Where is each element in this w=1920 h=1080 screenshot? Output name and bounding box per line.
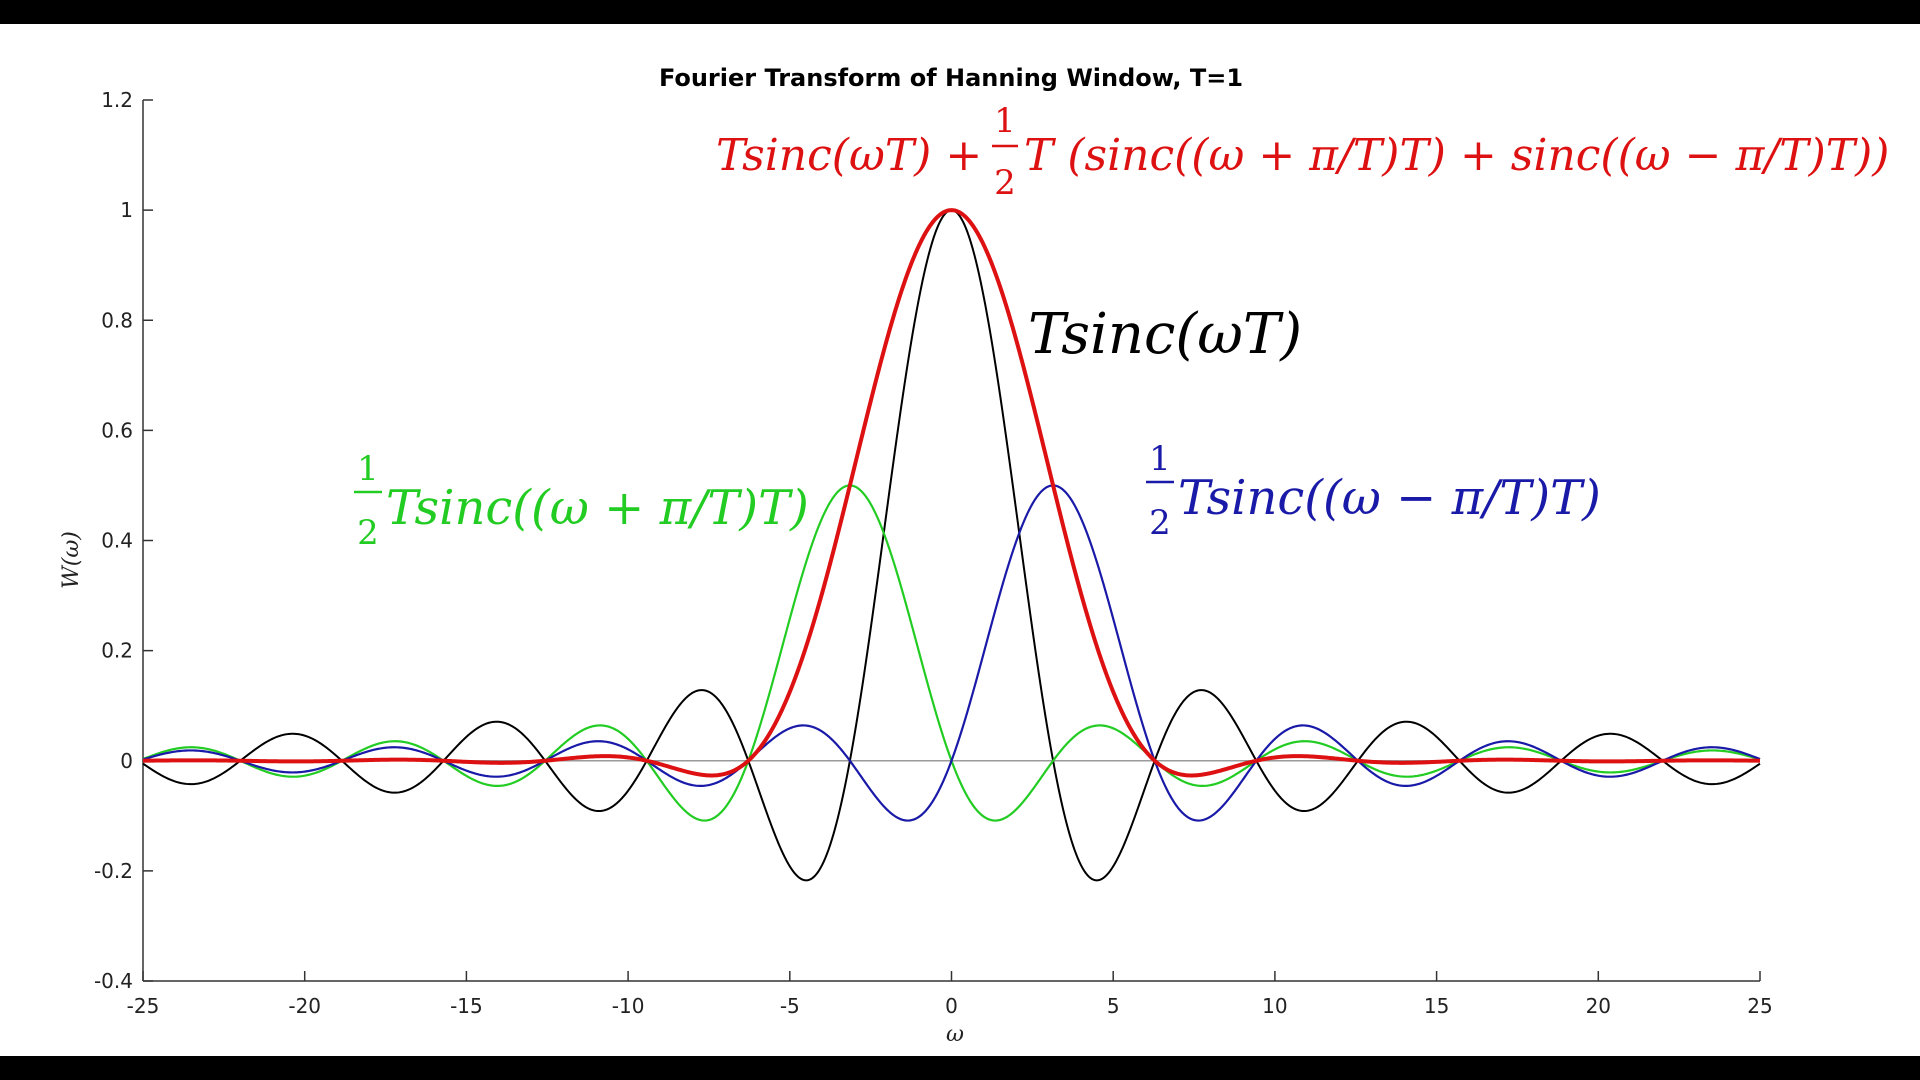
x-tick-label: -10 (612, 994, 645, 1018)
series-label-sinc-minus: 1 2 Tsinc((ω − π/T)T) (1146, 439, 1601, 543)
y-tick-label: -0.2 (94, 859, 133, 883)
svg-text:1: 1 (357, 449, 379, 489)
svg-text:Tsinc((ω + π/T)T): Tsinc((ω + π/T)T) (386, 480, 809, 536)
x-tick-label: -25 (127, 994, 160, 1018)
y-axis-ticks: 1.2 1 0.8 0.6 0.4 0.2 0 -0.2 -0.4 (94, 88, 153, 993)
svg-text:Tsinc((ω − π/T)T): Tsinc((ω − π/T)T) (1178, 470, 1601, 526)
x-axis-ticks: -25 -20 -15 -10 -5 0 5 10 15 20 25 (127, 971, 1773, 1018)
svg-text:2: 2 (1149, 503, 1171, 543)
x-axis-label: ω (946, 1022, 964, 1047)
y-tick-label: 0.8 (101, 308, 133, 332)
chart-title: Fourier Transform of Hanning Window, T=1 (659, 64, 1243, 92)
svg-text:T (sinc((ω + π/T)T) + sinc((ω: T (sinc((ω + π/T)T) + sinc((ω − π/T)T)) (1024, 130, 1889, 181)
series-group (142, 208, 1761, 882)
x-tick-label: -15 (450, 994, 483, 1018)
chart: Fourier Transform of Hanning Window, T=1… (59, 64, 1889, 1047)
y-tick-label: 0 (120, 749, 133, 773)
y-axis-label: W(ω) (59, 531, 84, 589)
axes (142, 100, 1760, 982)
y-tick-label: 0.6 (101, 418, 133, 442)
y-tick-label: -0.4 (94, 969, 133, 993)
x-tick-label: 20 (1586, 994, 1611, 1018)
series-label-hanning-sum: Tsinc(ωT) + 1 2 T (sinc((ω + π/T)T) + si… (716, 101, 1889, 203)
x-tick-label: 15 (1424, 994, 1449, 1018)
series-line-sinc-minus (142, 484, 1761, 822)
series-line-sinc (142, 209, 1761, 882)
x-tick-label: 10 (1262, 994, 1287, 1018)
x-tick-label: 25 (1747, 994, 1772, 1018)
y-tick-label: 0.2 (101, 639, 133, 663)
svg-text:1: 1 (1149, 439, 1171, 479)
svg-text:1: 1 (994, 101, 1016, 141)
series-line-hanning-sum (142, 208, 1761, 778)
y-tick-label: 0.4 (101, 529, 133, 553)
svg-text:2: 2 (357, 513, 379, 553)
series-label-sinc-plus: 1 2 Tsinc((ω + π/T)T) (354, 449, 809, 553)
x-tick-label: -5 (780, 994, 800, 1018)
figure-canvas: Fourier Transform of Hanning Window, T=1… (0, 24, 1920, 1056)
svg-text:2: 2 (994, 163, 1016, 203)
x-tick-label: -20 (288, 994, 321, 1018)
x-tick-label: 5 (1107, 994, 1120, 1018)
y-tick-label: 1.2 (101, 88, 133, 112)
svg-text:Tsinc(ωT) +: Tsinc(ωT) + (716, 130, 982, 181)
y-tick-label: 1 (120, 198, 133, 222)
x-tick-label: 0 (945, 994, 958, 1018)
series-label-sinc: Tsinc(ωT) (1028, 302, 1302, 367)
